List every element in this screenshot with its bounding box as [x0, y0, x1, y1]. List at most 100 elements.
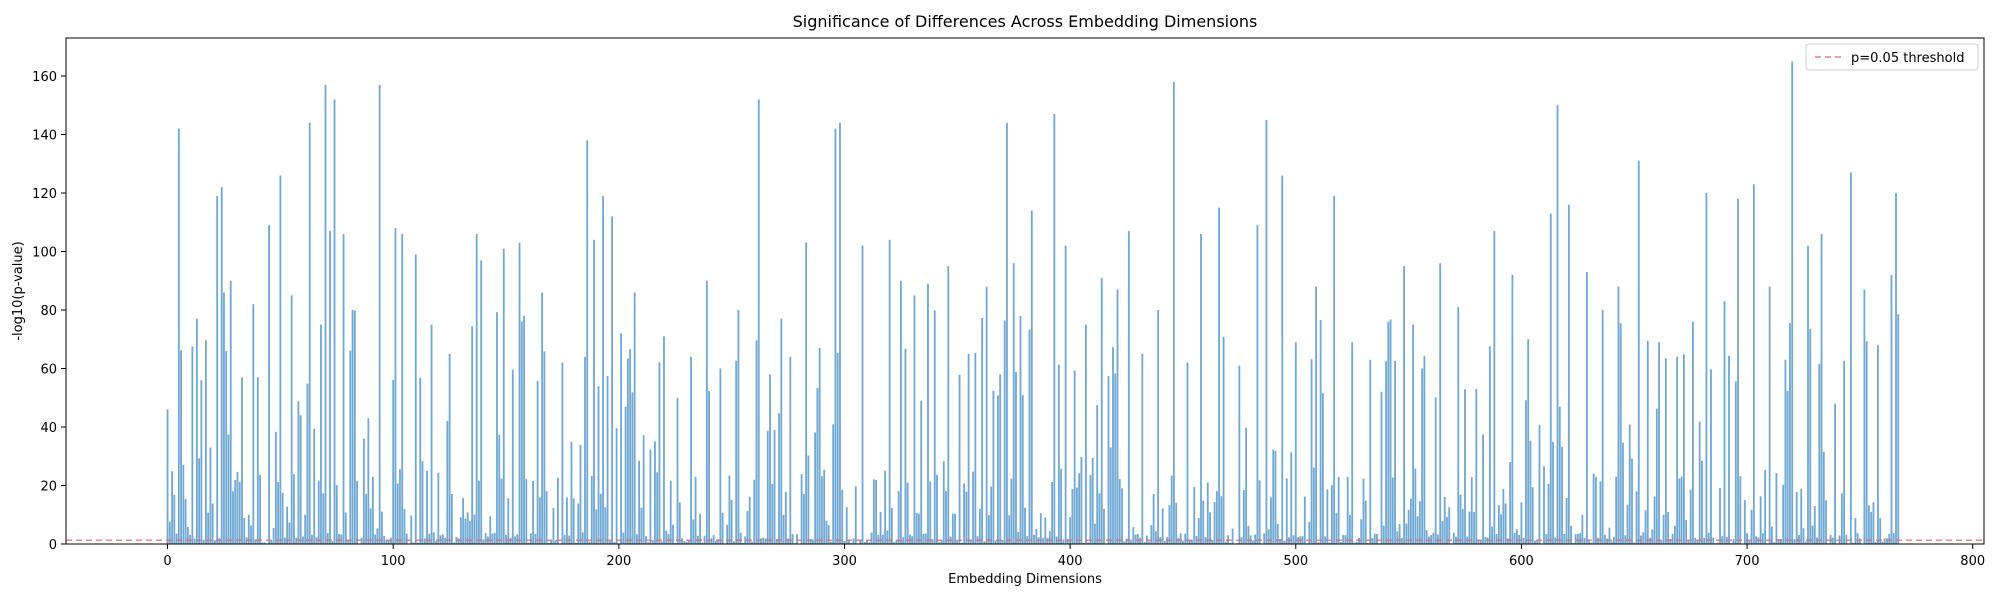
bar: [1227, 535, 1229, 544]
bar: [1013, 263, 1015, 544]
bar: [907, 483, 909, 544]
bar: [1092, 458, 1094, 544]
bar: [1295, 342, 1297, 544]
bar: [1502, 489, 1504, 544]
bar: [1202, 501, 1204, 544]
bar: [433, 532, 435, 544]
bar: [1886, 538, 1888, 544]
bar: [778, 413, 780, 544]
bar: [1266, 120, 1268, 544]
bar: [300, 415, 302, 544]
bar: [392, 380, 394, 544]
bar: [665, 531, 667, 544]
bar: [780, 319, 782, 544]
bar: [1870, 512, 1872, 544]
bar: [243, 518, 245, 544]
bar: [643, 435, 645, 544]
bar: [404, 509, 406, 544]
bar: [279, 175, 281, 544]
bar: [1850, 173, 1852, 544]
bar: [1622, 443, 1624, 544]
bar: [521, 321, 523, 544]
bar: [268, 225, 270, 544]
bar: [900, 281, 902, 544]
bar: [223, 292, 225, 544]
bar: [586, 140, 588, 544]
bar: [1624, 535, 1626, 544]
bar: [1505, 503, 1507, 544]
bar: [1818, 364, 1820, 544]
x-tick-label: 200: [606, 554, 631, 569]
bar: [512, 370, 514, 544]
bar: [1545, 534, 1547, 544]
x-tick-label: 600: [1509, 554, 1534, 569]
bar: [1769, 287, 1771, 544]
bar: [1132, 527, 1134, 544]
bar: [471, 326, 473, 544]
bar: [1383, 526, 1385, 544]
bar: [1814, 506, 1816, 544]
bar: [1834, 404, 1836, 544]
bar: [178, 129, 180, 544]
bar: [663, 336, 665, 544]
bar: [295, 538, 297, 544]
bar: [1284, 541, 1286, 544]
bar: [920, 401, 922, 544]
bar: [361, 538, 363, 544]
bar: [747, 511, 749, 544]
bar: [1525, 400, 1527, 544]
bar: [591, 476, 593, 544]
bar: [1550, 213, 1552, 544]
bar: [492, 533, 494, 544]
bar: [1656, 409, 1658, 544]
bar: [925, 533, 927, 544]
bar: [611, 216, 613, 544]
bar: [1207, 482, 1209, 544]
bar: [1437, 535, 1439, 544]
bar: [505, 535, 507, 544]
bar: [668, 534, 670, 544]
bar: [997, 395, 999, 544]
bar: [1252, 540, 1254, 544]
bar: [543, 351, 545, 544]
bar: [710, 538, 712, 544]
bar: [873, 479, 875, 544]
bar: [237, 472, 239, 544]
bar: [1868, 505, 1870, 544]
bar: [620, 333, 622, 544]
bar: [1180, 533, 1182, 544]
bar: [431, 325, 433, 544]
bar: [1782, 485, 1784, 544]
bar: [340, 535, 342, 544]
bar: [902, 537, 904, 544]
bar: [478, 481, 480, 544]
bar: [1017, 532, 1019, 544]
bar: [1534, 541, 1536, 544]
bar: [1647, 341, 1649, 544]
bar: [395, 228, 397, 544]
bar: [846, 507, 848, 544]
bar: [1669, 539, 1671, 544]
bar: [792, 534, 794, 544]
x-tick-label: 500: [1283, 554, 1308, 569]
bar: [467, 512, 469, 544]
bar: [1103, 509, 1105, 544]
bar: [1363, 479, 1365, 544]
bar: [1491, 526, 1493, 544]
bar: [785, 492, 787, 544]
bar: [1401, 538, 1403, 544]
bar: [884, 471, 886, 544]
bar: [738, 310, 740, 544]
bar: [1776, 473, 1778, 544]
bar: [1464, 389, 1466, 544]
bar: [530, 533, 532, 544]
bar: [1433, 533, 1435, 544]
bar: [214, 540, 216, 544]
bar: [1683, 354, 1685, 544]
bar: [1011, 479, 1013, 544]
bar: [690, 357, 692, 544]
bar: [602, 196, 604, 544]
bar: [670, 481, 672, 544]
bar: [1331, 485, 1333, 544]
bar: [756, 340, 758, 544]
